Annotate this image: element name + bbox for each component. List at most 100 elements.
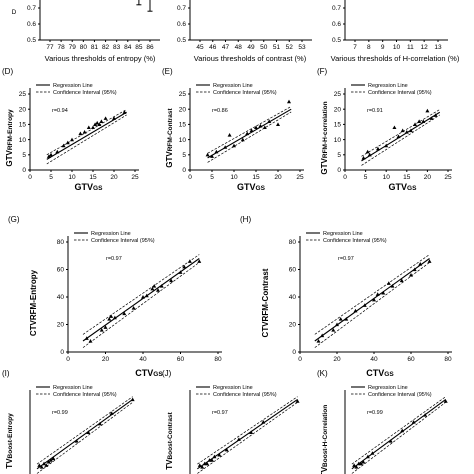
data-point-J-10 <box>249 430 254 434</box>
data-point-E-1 <box>210 154 214 158</box>
x-tick-label: 20 <box>102 356 110 363</box>
y-tick-label: 25 <box>19 91 27 98</box>
legend-label-regression: Regression Line <box>53 83 93 89</box>
data-point-D-15 <box>112 116 116 120</box>
data-point-K-8 <box>400 428 405 433</box>
data-point-G-10 <box>144 293 149 298</box>
x-tick-label: 10 <box>383 174 391 181</box>
correlation-label-I: r=0.99 <box>52 410 68 416</box>
data-point-K-1 <box>354 465 359 469</box>
data-point-D-11 <box>95 120 100 125</box>
data-point-H-8 <box>372 297 376 302</box>
x-axis-label-F-sub: GS <box>407 185 417 192</box>
y-tick-label: 20 <box>19 106 27 113</box>
data-point-H-15 <box>412 267 417 272</box>
regression-line-G <box>82 258 200 342</box>
y-tick-label: 15 <box>19 122 27 129</box>
data-point-E-14 <box>287 99 291 104</box>
y-axis-label-I: TVBoost-Entropy <box>5 413 14 469</box>
data-point-D-10 <box>93 122 98 126</box>
correlation-label-F: r=0.91 <box>367 108 383 114</box>
data-point-K-5 <box>365 454 370 459</box>
data-point-I-11 <box>130 397 135 402</box>
data-point-G-6 <box>112 315 117 320</box>
y-axis-label-J-sub: Boost-Contrast <box>167 411 174 459</box>
data-point-J-12 <box>295 399 300 403</box>
x-tick-label: 45 <box>196 44 204 51</box>
data-point-G-8 <box>131 306 136 310</box>
data-point-J-5 <box>210 458 214 462</box>
data-point-D-0 <box>46 154 51 158</box>
ci-upper-K <box>351 396 446 465</box>
y-tick-label: 0 <box>22 167 26 174</box>
x-tick-label: 0 <box>28 174 32 181</box>
x-axis-label-D-main: GTV <box>75 182 94 192</box>
ci-upper-J <box>197 396 298 465</box>
y-tick-label: 25 <box>334 91 342 98</box>
y-tick-label: 0 <box>60 349 64 356</box>
y-axis-label-K-main: TV <box>320 466 329 474</box>
x-axis-label-H-main: CTV <box>366 368 384 378</box>
x-tick-label: 20 <box>424 174 432 181</box>
x-tick-label: 20 <box>333 356 341 363</box>
y-tick-label: 15 <box>334 122 342 129</box>
data-point-H-6 <box>353 308 358 313</box>
y-tick-label: 0.7 <box>332 5 341 12</box>
x-tick-label: 40 <box>139 356 147 363</box>
y-axis-label-H: CTVRFM-Contrast <box>261 268 270 337</box>
data-point-J-11 <box>261 420 266 424</box>
x-tick-label: 11 <box>407 44 414 51</box>
correlation-label-K: r=0.99 <box>367 410 383 416</box>
data-point-D-6 <box>78 131 83 136</box>
data-point-F-7 <box>400 128 405 133</box>
correlation-label-J: r=0.97 <box>212 410 228 416</box>
y-tick-label: 20 <box>179 106 187 113</box>
data-point-D-5 <box>70 137 74 142</box>
x-tick-label: 80 <box>444 356 452 363</box>
y-axis-label-J: TVBoost-Contrast <box>165 411 174 469</box>
data-point-G-0 <box>84 336 89 340</box>
data-point-J-1 <box>200 465 205 469</box>
data-point-F-0 <box>361 155 366 160</box>
y-axis-label-G: CTVRFM-Entropy <box>29 269 38 336</box>
data-point-G-16 <box>178 270 183 274</box>
x-axis-label: Various thresholds of contrast (%) <box>194 54 307 63</box>
data-point-H-14 <box>409 273 413 277</box>
legend-label-confidence: Confidence Interval (95%) <box>91 238 155 244</box>
x-axis-label-H: CTVGS <box>366 368 394 378</box>
y-axis-label-K: TVBoost-H-Correlation <box>320 405 329 474</box>
data-point-K-0 <box>352 463 357 467</box>
data-point-F-4 <box>384 143 389 148</box>
y-axis-label-F: GTVRFM-H-correlation <box>320 101 329 174</box>
data-point-J-8 <box>224 447 229 452</box>
data-point-H-7 <box>362 303 367 307</box>
y-tick-label: 20 <box>289 322 297 329</box>
regression-line-K <box>351 399 447 470</box>
x-tick-label: 80 <box>80 44 88 51</box>
y-tick-label: 60 <box>289 267 297 274</box>
data-point-K-6 <box>370 451 375 455</box>
panel-label-D: (D) <box>2 67 13 76</box>
x-tick-label: 0 <box>343 174 347 181</box>
x-tick-label: 5 <box>210 174 214 181</box>
x-tick-label: 40 <box>370 356 378 363</box>
data-point-F-12 <box>421 119 426 123</box>
x-tick-label: 85 <box>135 44 143 51</box>
data-point-K-7 <box>388 439 393 443</box>
data-point-F-13 <box>425 108 430 113</box>
panel-label-H: (H) <box>240 215 251 224</box>
x-tick-label: 60 <box>407 356 415 363</box>
data-point-G-19 <box>197 259 202 263</box>
y-axis-label-H-main: CTV <box>261 321 270 338</box>
ci-lower-E <box>207 111 292 163</box>
regression-line-H <box>314 258 430 342</box>
x-tick-label: 12 <box>421 44 429 51</box>
data-point-H-3 <box>335 322 339 327</box>
data-point-H-17 <box>427 259 432 263</box>
y-tick-label: 0 <box>337 167 341 174</box>
correlation-label-E: r=0.86 <box>212 108 228 114</box>
correlation-label-G: r=0.97 <box>106 256 122 262</box>
ci-upper-G <box>82 254 200 335</box>
panel-label-E: (E) <box>162 67 173 76</box>
x-axis-label-E-main: GTV <box>237 182 256 192</box>
